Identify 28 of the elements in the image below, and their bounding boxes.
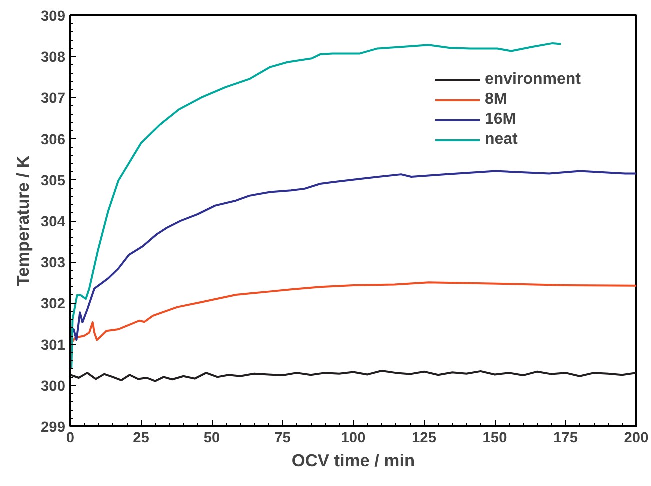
line-series [70,370,636,382]
y-tick-label: 306 [41,132,66,148]
y-tick-label: 303 [41,256,66,272]
legend-label: 16M [484,111,516,129]
y-tick-label: 308 [41,50,66,66]
x-tick-label: 50 [204,430,220,446]
x-tick-label: 125 [412,430,436,446]
x-tick-label: 150 [482,430,508,446]
x-tick-label: 100 [341,430,366,446]
y-tick-label: 300 [41,378,66,395]
y-tick-label: 301 [41,338,66,354]
legend-label: environment [484,71,581,89]
line-series [70,170,636,342]
y-tick-label: 302 [41,296,66,313]
x-axis-title: OCV time / min [292,450,416,470]
x-tick-label: 0 [66,430,75,446]
y-axis-title: Temperature / K [13,155,34,286]
y-tick-label: 305 [41,173,66,190]
legend-label: 8M [484,91,508,109]
x-tick-label: 175 [554,430,578,446]
x-tick-label: 75 [274,430,291,446]
y-tick-label: 309 [41,9,66,25]
x-tick-label: 200 [624,430,649,446]
y-tick-label: 299 [41,420,66,436]
y-tick-label: 304 [41,214,66,230]
y-tick-label: 307 [41,91,66,108]
legend-label: neat [484,131,518,149]
x-tick-label: 25 [133,430,150,446]
